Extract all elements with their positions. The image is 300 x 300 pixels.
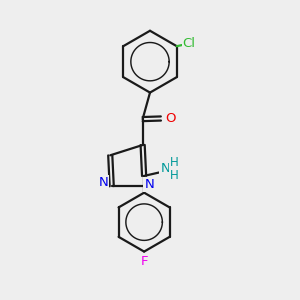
Text: N: N — [145, 178, 154, 191]
Text: H: H — [170, 169, 178, 182]
Text: H: H — [170, 156, 178, 169]
Text: O: O — [165, 112, 175, 125]
Text: F: F — [140, 254, 148, 268]
Text: N: N — [160, 162, 170, 175]
Text: N: N — [99, 176, 108, 189]
Text: Cl: Cl — [183, 38, 196, 50]
